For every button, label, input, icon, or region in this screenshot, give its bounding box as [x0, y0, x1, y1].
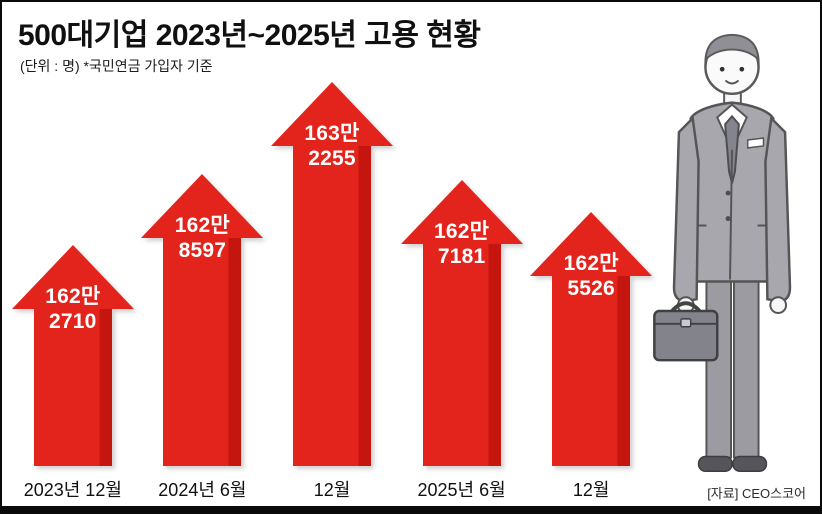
- hand: [769, 296, 788, 314]
- arrow-head: [530, 212, 653, 276]
- hair: [704, 33, 760, 68]
- pocket-square: [746, 137, 765, 149]
- arrow-head: [270, 82, 393, 146]
- arrow-bar: 162만 2710: [11, 245, 134, 466]
- arrow-bar: 162만 5526: [530, 212, 653, 466]
- arrow-bar: 162만 7181: [400, 180, 523, 466]
- bar-group: 162만 5526: [526, 212, 656, 466]
- bar-group: 162만 2710: [8, 245, 138, 466]
- x-axis-label: 12월: [572, 480, 610, 500]
- briefcase: [653, 301, 719, 362]
- smile: [725, 80, 739, 85]
- head: [704, 33, 760, 96]
- bar-value-label: 163만 2255: [304, 122, 360, 170]
- source-credit: [자료] CEO스코어: [703, 483, 806, 502]
- arrow-head: [11, 245, 134, 309]
- bars: 162만 2710 162만 8597 163만 2255 162만 7181 162만 5526: [8, 2, 656, 466]
- arrow-shaft: [163, 238, 242, 466]
- employment-bar-chart: 162만 2710 162만 8597 163만 2255 162만 7181 162만 5526…: [8, 2, 656, 502]
- x-axis-labels: 2023년 12월 2024년 6월 12월 2025년 6월 12월: [8, 476, 656, 502]
- arm: [764, 115, 792, 314]
- arrow-shaft: [292, 146, 371, 466]
- businessman-illustration: [653, 33, 792, 472]
- arrow-shaft: [552, 276, 631, 466]
- arrow-shaft: [422, 244, 501, 466]
- arrow-shaft: [33, 309, 112, 466]
- x-axis-label: 12월: [313, 480, 351, 500]
- bar-group: 163만 2255: [267, 82, 397, 466]
- arrow-bar: 162만 8597: [141, 174, 264, 466]
- bar-value-label: 162만 7181: [433, 220, 490, 268]
- bar-value-label: 162만 2710: [45, 285, 101, 333]
- unit-note: (단위 : 명) *국민연금 가입자 기준: [20, 58, 213, 74]
- arrow-head: [400, 180, 523, 244]
- bar-group: 162만 8597: [138, 174, 268, 466]
- arrow-head: [141, 174, 264, 238]
- arrow-bar: 163만 2255: [270, 82, 393, 466]
- page-title: 500대기업 2023년~2025년 고용 현황: [18, 19, 481, 52]
- shoes: [697, 455, 768, 472]
- bar-group: 162만 7181: [397, 180, 527, 466]
- bar-value-label: 162만 5526: [563, 252, 619, 300]
- arm-with-briefcase: [672, 115, 700, 314]
- x-axis-label: 2023년 12월: [23, 480, 122, 500]
- suit-jacket: [682, 101, 782, 283]
- x-axis-label: 2025년 6월: [417, 480, 506, 500]
- pants: [705, 273, 760, 459]
- x-axis-label: 2024년 6월: [158, 480, 247, 500]
- bar-value-label: 162만 8597: [174, 214, 230, 262]
